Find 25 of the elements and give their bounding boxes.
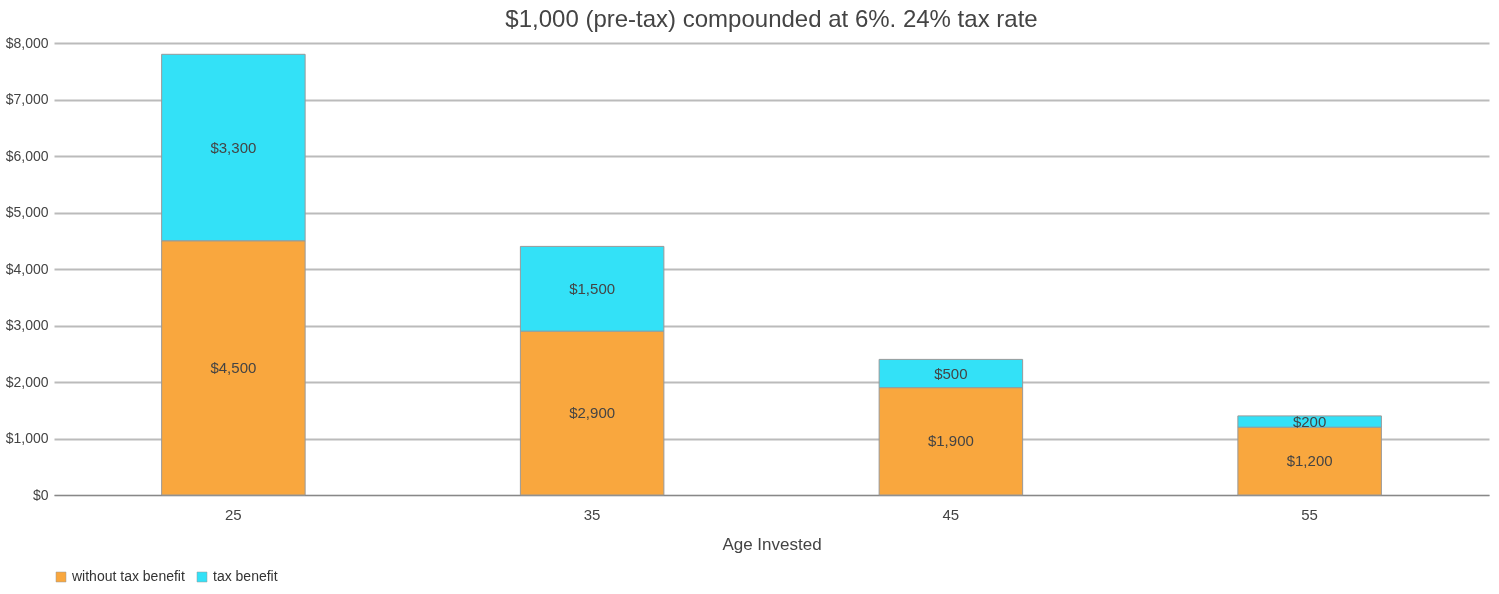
x-tick-label: 35 (583, 505, 601, 523)
data-label: $2,900 (569, 404, 616, 422)
y-tick-label: $0 (32, 486, 49, 503)
y-tick-label: $6,000 (5, 147, 49, 164)
chart-title: $1,000 (pre-tax) compounded at 6%. 24% tax rate (505, 5, 1038, 32)
y-tick-label: $5,000 (5, 204, 49, 220)
x-tick-label: 55 (1301, 505, 1318, 523)
data-label: $1,900 (927, 432, 974, 450)
data-label: $200 (1292, 412, 1327, 430)
data-label: $4,500 (210, 358, 257, 376)
y-tick-label: $3,000 (5, 317, 49, 333)
data-label: $1,200 (1286, 452, 1333, 470)
y-tick-label: $1,000 (5, 430, 49, 446)
data-label: $1,500 (569, 279, 616, 297)
y-tick-label: $8,000 (5, 34, 49, 51)
data-label: $500 (934, 364, 968, 382)
x-axis-title: Age Invested (722, 534, 822, 554)
x-tick-label: 25 (225, 505, 242, 523)
data-label: $3,300 (210, 138, 257, 156)
legend-label: tax benefit (213, 568, 278, 584)
y-tick-label: $2,000 (5, 373, 49, 390)
legend-label: without tax benefit (71, 568, 185, 584)
y-tick-label: $7,000 (5, 91, 49, 107)
y-tick-label: $4,000 (5, 260, 49, 277)
x-tick-label: 45 (942, 505, 960, 523)
